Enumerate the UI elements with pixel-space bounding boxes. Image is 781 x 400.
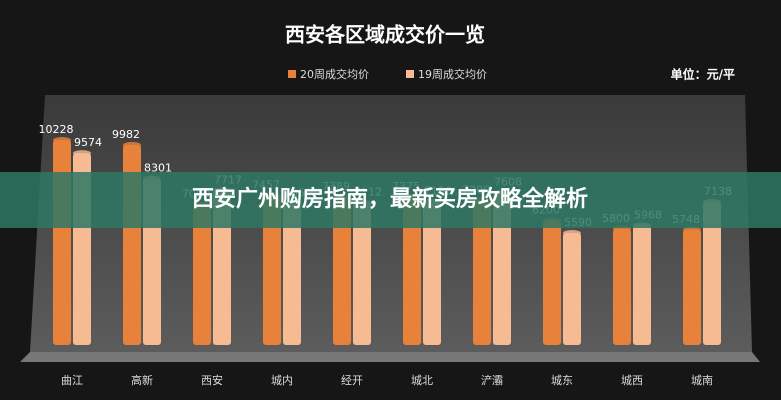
x-tick-label: 城西 — [621, 374, 643, 387]
banner-text: 西安广州购房指南，最新买房攻略全解析 — [192, 186, 588, 212]
plot-floor — [20, 352, 760, 362]
x-tick-label: 浐灞 — [481, 374, 503, 387]
value-label: 9982 — [112, 128, 140, 141]
x-tick-label: 西安 — [201, 373, 223, 387]
x-tick-label: 经开 — [341, 374, 363, 387]
x-tick-label: 城南 — [691, 374, 713, 387]
chart-title: 西安各区域成交价一览 — [285, 23, 485, 47]
value-label: 8301 — [144, 162, 172, 175]
bar — [53, 140, 71, 345]
bar — [193, 204, 211, 345]
banner — [0, 172, 781, 228]
bar — [563, 232, 581, 345]
x-tick-label: 高新 — [131, 373, 153, 387]
bar — [333, 196, 351, 345]
x-tick-label: 城北 — [411, 374, 433, 387]
bar — [703, 201, 721, 345]
bar-cap — [73, 150, 91, 157]
bar — [283, 203, 301, 345]
bar-cap — [123, 141, 141, 148]
bar — [473, 200, 491, 345]
unit-label: 单位：元/平 — [671, 67, 735, 82]
x-tick-label: 城东 — [551, 374, 573, 387]
value-label: 10228 — [39, 123, 74, 136]
bar-cap — [563, 229, 581, 236]
bar — [213, 190, 231, 345]
bar-cap — [683, 226, 701, 233]
bar — [633, 225, 651, 345]
bar — [423, 201, 441, 345]
bar — [543, 220, 561, 345]
legend-swatch — [406, 70, 414, 78]
bar — [613, 228, 631, 345]
bar — [353, 202, 371, 345]
legend-label: 19周成交均价 — [418, 67, 487, 81]
legend-swatch — [288, 70, 296, 78]
legend-label: 20周成交均价 — [300, 67, 369, 81]
x-tick-label: 城内 — [271, 373, 293, 387]
bar — [403, 197, 421, 345]
value-label: 9574 — [74, 136, 102, 149]
x-tick-label: 曲江 — [61, 374, 83, 387]
bar-cap — [53, 137, 71, 143]
bar — [683, 229, 701, 345]
bar — [263, 195, 281, 345]
bar — [493, 192, 511, 345]
